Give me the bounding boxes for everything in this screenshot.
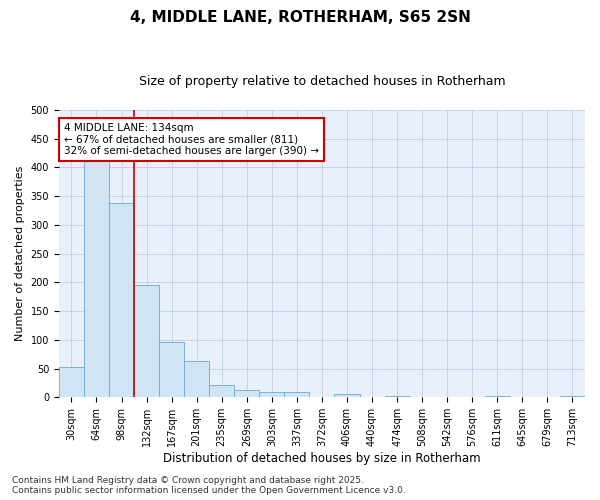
Bar xyxy=(284,392,310,398)
Bar xyxy=(234,390,259,398)
Text: 4 MIDDLE LANE: 134sqm
← 67% of detached houses are smaller (811)
32% of semi-det: 4 MIDDLE LANE: 134sqm ← 67% of detached … xyxy=(64,123,319,156)
Bar xyxy=(134,286,159,398)
Text: Contains HM Land Registry data © Crown copyright and database right 2025.
Contai: Contains HM Land Registry data © Crown c… xyxy=(12,476,406,495)
Bar xyxy=(109,203,134,398)
Bar xyxy=(385,396,410,398)
Bar xyxy=(560,396,585,398)
Bar xyxy=(84,159,109,398)
Bar xyxy=(209,384,234,398)
Title: Size of property relative to detached houses in Rotherham: Size of property relative to detached ho… xyxy=(139,75,505,88)
Bar xyxy=(259,392,284,398)
Bar xyxy=(184,360,209,398)
Y-axis label: Number of detached properties: Number of detached properties xyxy=(15,166,25,342)
Bar xyxy=(59,367,84,398)
Bar xyxy=(159,342,184,398)
Bar xyxy=(485,396,510,398)
Text: 4, MIDDLE LANE, ROTHERHAM, S65 2SN: 4, MIDDLE LANE, ROTHERHAM, S65 2SN xyxy=(130,10,470,25)
Bar xyxy=(334,394,359,398)
X-axis label: Distribution of detached houses by size in Rotherham: Distribution of detached houses by size … xyxy=(163,452,481,465)
